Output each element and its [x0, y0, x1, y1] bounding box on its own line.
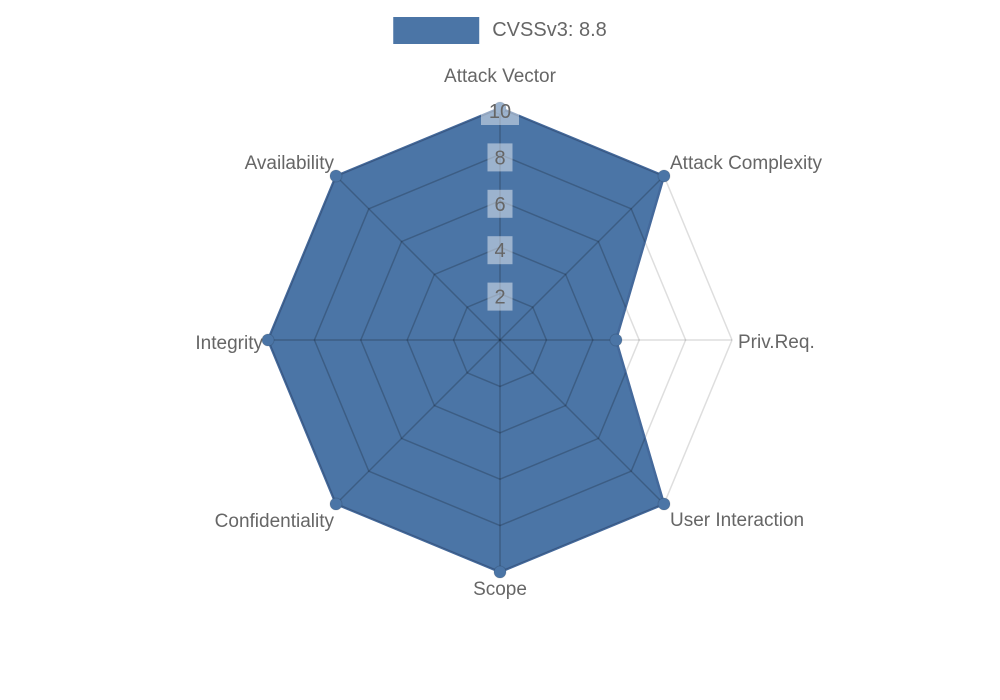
- axis-label-attack-complexity: Attack Complexity: [670, 153, 823, 174]
- tick-backdrop: [487, 143, 513, 172]
- data-point: [329, 497, 343, 511]
- axis-label-priv-req: Priv.Req.: [738, 332, 815, 353]
- legend-swatch: [393, 17, 480, 44]
- axis-label-integrity: Integrity: [195, 333, 263, 354]
- tick-label-4: 4: [494, 240, 505, 262]
- radial-ticks: 2 4 6 8 10: [481, 97, 519, 311]
- axis-label-scope: Scope: [473, 579, 527, 600]
- data-point: [609, 333, 623, 347]
- data-points: [261, 101, 671, 579]
- axis-label-attack-vector: Attack Vector: [444, 66, 557, 87]
- grid-inside: [268, 108, 664, 572]
- chart-legend[interactable]: CVSSv3: 8.8: [393, 17, 607, 44]
- data-point: [493, 101, 507, 115]
- tick-backdrop: [487, 189, 513, 218]
- tick-backdrop: [487, 282, 513, 311]
- data-point: [329, 169, 343, 183]
- data-point: [261, 333, 275, 347]
- tick-label-10: 10: [489, 101, 511, 123]
- tick-label-8: 8: [494, 147, 505, 169]
- tick-backdrop: [487, 236, 513, 265]
- axis-label-confidentiality: Confidentiality: [215, 511, 335, 532]
- tick-label-6: 6: [494, 194, 505, 216]
- data-point: [493, 565, 507, 579]
- tick-backdrop: [481, 97, 519, 125]
- data-point: [657, 169, 671, 183]
- legend-label: CVSSv3: 8.8: [492, 19, 607, 41]
- axis-label-availability: Availability: [245, 153, 335, 174]
- tick-label-2: 2: [494, 287, 505, 309]
- axis-labels: Attack Vector Attack Complexity Priv.Req. U…: [195, 66, 822, 600]
- axis-label-user-interaction: User Interaction: [670, 510, 804, 531]
- data-point: [657, 497, 671, 511]
